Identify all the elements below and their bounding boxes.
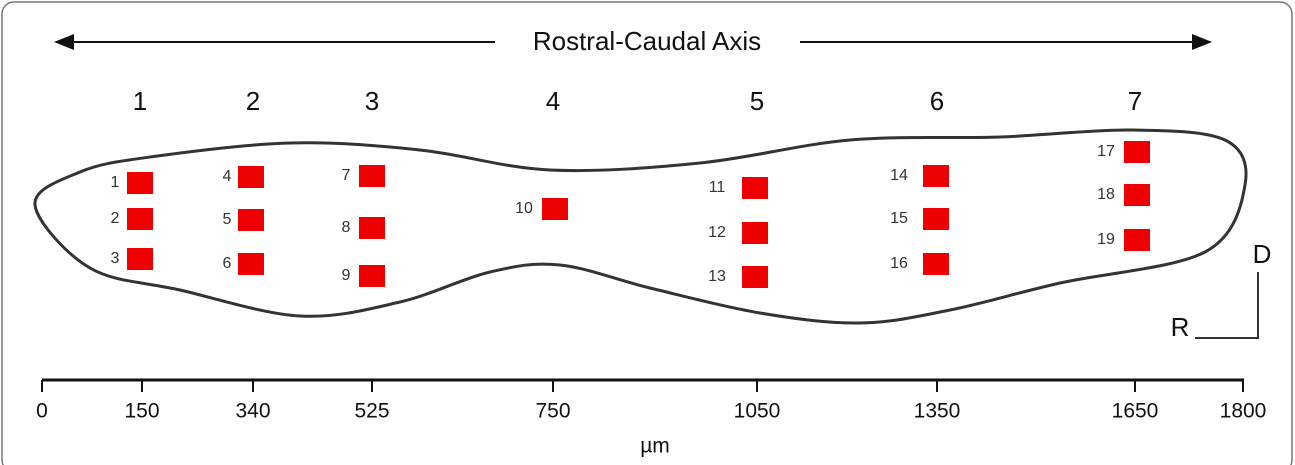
group-label: 7 (1128, 86, 1142, 116)
tick-label: 150 (124, 400, 159, 423)
site-label: 18 (1097, 186, 1115, 203)
recording-site (359, 165, 385, 187)
site-label: 3 (111, 250, 120, 267)
recording-site (923, 208, 949, 230)
tick-label: 525 (354, 400, 389, 423)
recording-site (742, 177, 768, 199)
unit-label: µm (640, 435, 670, 458)
group-label: 3 (365, 86, 379, 116)
tick-label: 340 (235, 400, 270, 423)
axis-title: Rostral-Caudal Axis (533, 26, 761, 56)
recording-site (1124, 229, 1150, 251)
group-label: 4 (546, 86, 560, 116)
recording-site (127, 248, 153, 270)
group-label: 5 (750, 86, 764, 116)
recording-site (127, 208, 153, 230)
site-label: 12 (708, 224, 726, 241)
site-label: 13 (708, 268, 726, 285)
recording-site (238, 166, 264, 188)
site-label: 11 (709, 179, 726, 196)
tick-label: 1800 (1220, 400, 1267, 423)
recording-site (742, 266, 768, 288)
recording-site (1124, 141, 1150, 163)
site-label: 17 (1097, 143, 1115, 160)
group-label: 1 (133, 86, 147, 116)
site-label: 10 (515, 200, 533, 217)
tick-label: 1350 (914, 400, 961, 423)
site-label: 2 (111, 210, 120, 227)
recording-site (359, 265, 385, 287)
recording-site (1124, 184, 1150, 206)
site-label: 5 (223, 211, 232, 228)
site-label: 8 (342, 219, 351, 236)
site-label: 16 (890, 255, 908, 272)
tick-label: 0 (36, 400, 48, 423)
tick-label: 750 (535, 400, 570, 423)
recording-site (238, 209, 264, 231)
site-label: 14 (890, 167, 908, 184)
site-label: 15 (890, 210, 908, 227)
site-label: 9 (342, 267, 351, 284)
site-label: 4 (223, 168, 232, 185)
site-label: 1 (111, 174, 120, 191)
recording-site (542, 198, 568, 220)
recording-site (923, 253, 949, 275)
tick-label: 1050 (734, 400, 781, 423)
recording-site (923, 165, 949, 187)
recording-site (359, 217, 385, 239)
group-label: 2 (246, 86, 260, 116)
site-label: 19 (1097, 231, 1115, 248)
recording-site (238, 253, 264, 275)
tick-label: 1650 (1112, 400, 1159, 423)
rostral-label: R (1171, 312, 1190, 342)
recording-site (127, 172, 153, 194)
site-label: 7 (342, 167, 351, 184)
recording-site (742, 222, 768, 244)
dorsal-label: D (1253, 239, 1272, 269)
outline (33, 128, 1248, 325)
group-label: 6 (930, 86, 944, 116)
site-label: 6 (223, 255, 232, 272)
